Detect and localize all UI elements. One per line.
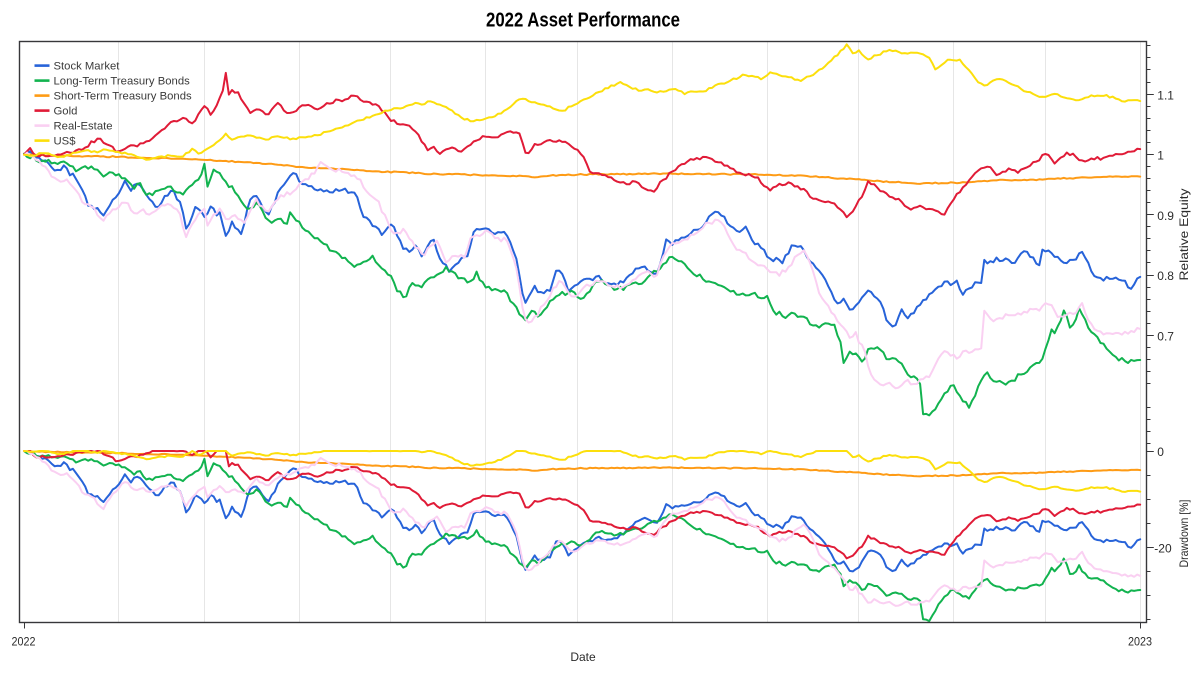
svg-text:Stock Market: Stock Market <box>54 60 121 72</box>
svg-text:0.9: 0.9 <box>1157 209 1174 223</box>
svg-text:Relative Equity: Relative Equity <box>1177 189 1191 281</box>
svg-text:2022 Asset Performance: 2022 Asset Performance <box>486 10 680 32</box>
svg-text:0: 0 <box>1157 445 1164 459</box>
svg-text:0.7: 0.7 <box>1157 330 1174 344</box>
svg-text:Date: Date <box>570 650 596 664</box>
svg-text:Real-Estate: Real-Estate <box>54 120 113 132</box>
svg-text:-20: -20 <box>1154 542 1172 556</box>
svg-text:1: 1 <box>1157 149 1164 163</box>
svg-text:Gold: Gold <box>54 105 78 117</box>
svg-text:US$: US$ <box>54 135 77 147</box>
svg-text:Short-Term Treasury Bonds: Short-Term Treasury Bonds <box>54 90 192 102</box>
svg-text:1.1: 1.1 <box>1157 88 1174 102</box>
svg-text:Drawdown [%]: Drawdown [%] <box>1177 500 1191 568</box>
svg-text:Long-Term Treasury Bonds: Long-Term Treasury Bonds <box>54 75 191 87</box>
svg-text:2023: 2023 <box>1128 635 1152 649</box>
svg-text:0.8: 0.8 <box>1157 269 1174 283</box>
svg-text:2022: 2022 <box>12 635 36 649</box>
